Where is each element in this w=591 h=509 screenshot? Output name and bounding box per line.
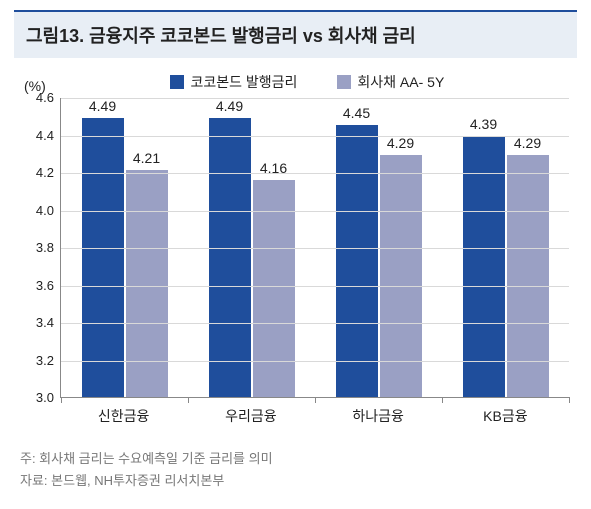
- footnote-source: 자료: 본드웹, NH투자증권 리서치본부: [20, 470, 577, 492]
- grid-line: [61, 361, 569, 362]
- bar: 4.49: [82, 118, 124, 397]
- chart-top-row: (%) 코코본드 발행금리 회사채 AA- 5Y: [22, 72, 569, 98]
- bar: 4.49: [209, 118, 251, 397]
- chart-container: (%) 코코본드 발행금리 회사채 AA- 5Y 4.64.44.24.03.8…: [22, 72, 569, 426]
- bar: 4.45: [336, 125, 378, 397]
- chart-title: 그림13. 금융지주 코코본드 발행금리 vs 회사채 금리: [26, 22, 565, 48]
- x-axis-label: 우리금융: [187, 398, 314, 426]
- bar: 4.39: [463, 136, 505, 397]
- legend-label-2: 회사채 AA- 5Y: [357, 72, 444, 92]
- x-tick: [61, 397, 62, 403]
- x-axis-label: 신한금융: [60, 398, 187, 426]
- legend: 코코본드 발행금리 회사채 AA- 5Y: [46, 72, 569, 92]
- legend-swatch-1: [170, 75, 184, 89]
- grid-line: [61, 323, 569, 324]
- x-tick: [188, 397, 189, 403]
- bar-value-label: 4.49: [89, 98, 116, 114]
- legend-swatch-2: [337, 75, 351, 89]
- x-axis-label: 하나금융: [315, 398, 442, 426]
- plot-area: 4.494.214.494.164.454.294.394.29: [60, 98, 569, 398]
- bar: 4.21: [126, 170, 168, 397]
- bar-value-label: 4.49: [216, 98, 243, 114]
- bar-value-label: 4.39: [470, 116, 497, 132]
- footnotes: 주: 회사채 금리는 수요예측일 기준 금리를 의미 자료: 본드웹, NH투자…: [20, 448, 577, 492]
- grid-line: [61, 211, 569, 212]
- x-axis-label: KB금융: [442, 398, 569, 426]
- x-tick: [569, 397, 570, 403]
- footnote-note: 주: 회사채 금리는 수요예측일 기준 금리를 의미: [20, 448, 577, 470]
- grid-line: [61, 136, 569, 137]
- y-axis: 4.64.44.24.03.83.63.43.23.0: [22, 98, 60, 398]
- grid-line: [61, 248, 569, 249]
- grid-line: [61, 286, 569, 287]
- chart-title-bar: 그림13. 금융지주 코코본드 발행금리 vs 회사채 금리: [14, 10, 577, 58]
- legend-item-1: 코코본드 발행금리: [170, 72, 297, 92]
- bar: 4.16: [253, 180, 295, 398]
- bar-value-label: 4.29: [514, 135, 541, 151]
- grid-line: [61, 173, 569, 174]
- legend-item-2: 회사채 AA- 5Y: [337, 72, 444, 92]
- bar-value-label: 4.29: [387, 135, 414, 151]
- legend-label-1: 코코본드 발행금리: [190, 72, 297, 92]
- grid-line: [61, 98, 569, 99]
- plot-row: 4.64.44.24.03.83.63.43.23.0 4.494.214.49…: [22, 98, 569, 398]
- bar-value-label: 4.21: [133, 150, 160, 166]
- bar-value-label: 4.45: [343, 105, 370, 121]
- x-tick: [442, 397, 443, 403]
- x-tick: [315, 397, 316, 403]
